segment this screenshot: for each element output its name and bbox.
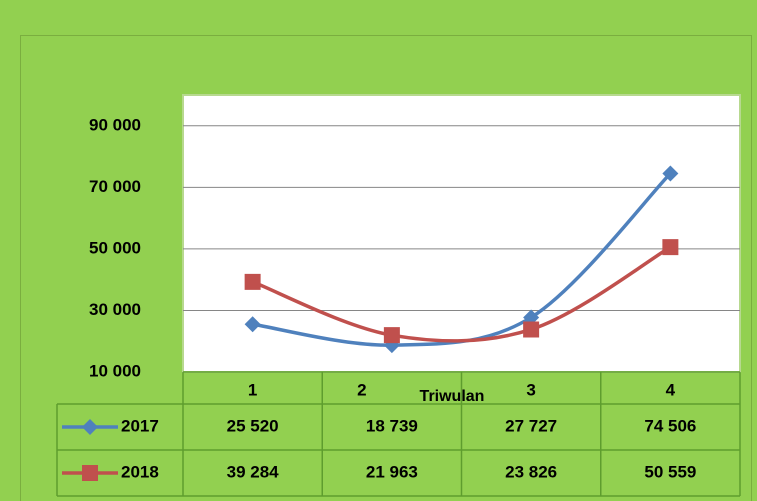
y-tick-label: 50 000 [89, 238, 141, 257]
x-tick-label: 4 [666, 380, 676, 399]
x-tick-label: 1 [248, 380, 257, 399]
table-value: 21 963 [366, 462, 418, 481]
y-tick-label: 30 000 [89, 300, 141, 319]
legend-marker [82, 419, 98, 435]
x-axis-title: Triwulan [420, 388, 485, 405]
marker [662, 165, 679, 182]
x-tick-label: 2 [357, 380, 366, 399]
table-value: 39 284 [227, 462, 280, 481]
marker [523, 321, 540, 338]
chart-frame [20, 35, 752, 501]
marker [244, 273, 261, 290]
table-value: 74 506 [644, 416, 696, 435]
series-line [251, 245, 672, 343]
marker [244, 316, 261, 333]
y-tick-label: 90 000 [89, 115, 141, 134]
x-tick-label: 3 [526, 380, 535, 399]
table-value: 18 739 [366, 416, 418, 435]
table-value: 27 727 [505, 416, 557, 435]
legend-marker [82, 465, 98, 481]
table-value: 23 826 [505, 462, 557, 481]
table-value: 25 520 [227, 416, 279, 435]
legend-label: 2018 [121, 462, 159, 481]
plot-area [182, 94, 741, 373]
y-tick-label: 70 000 [89, 177, 141, 196]
y-tick-label: 10 000 [89, 361, 141, 380]
marker [383, 327, 400, 344]
marker [523, 309, 540, 326]
legend-label: 2017 [121, 416, 159, 435]
table-value: 50 559 [644, 462, 696, 481]
marker [662, 239, 679, 256]
